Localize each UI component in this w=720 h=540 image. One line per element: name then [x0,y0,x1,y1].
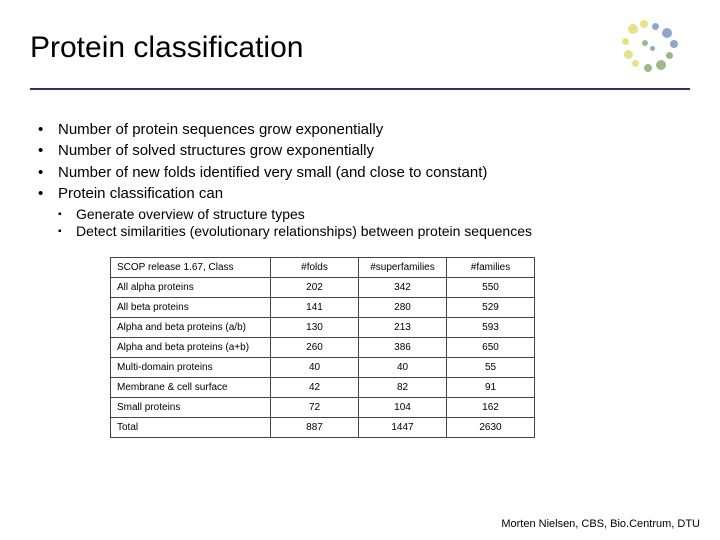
table-header-row: SCOP release 1.67, Class #folds #superfa… [111,258,535,278]
table-cell-label: Membrane & cell surface [111,378,271,398]
logo-icon [620,18,690,78]
table-row: Multi-domain proteins404055 [111,358,535,378]
main-bullets: Number of protein sequences grow exponen… [30,120,690,204]
table-cell-value: 2630 [447,418,535,438]
table-header: SCOP release 1.67, Class [111,258,271,278]
table-cell-value: 342 [359,278,447,298]
table-cell-value: 40 [359,358,447,378]
table-cell-value: 91 [447,378,535,398]
bullet-item: Number of protein sequences grow exponen… [30,120,690,140]
table-cell-value: 72 [271,398,359,418]
table-cell-value: 104 [359,398,447,418]
table-cell-label: All beta proteins [111,298,271,318]
bullet-item: Protein classification can [30,184,690,204]
bullet-item: Number of solved structures grow exponen… [30,141,690,161]
table-row: Alpha and beta proteins (a/b)130213593 [111,318,535,338]
table-cell-value: 202 [271,278,359,298]
table-header: #superfamilies [359,258,447,278]
table-cell-value: 82 [359,378,447,398]
sub-bullet-item: Generate overview of structure types [30,206,690,222]
table-cell-value: 280 [359,298,447,318]
table-row: Small proteins72104162 [111,398,535,418]
table-header: #folds [271,258,359,278]
title-row: Protein classification [0,0,720,88]
table-cell-label: Alpha and beta proteins (a/b) [111,318,271,338]
table-cell-value: 529 [447,298,535,318]
table-cell-value: 40 [271,358,359,378]
table-header: #families [447,258,535,278]
table-cell-value: 213 [359,318,447,338]
table-wrap: SCOP release 1.67, Class #folds #superfa… [110,257,690,438]
content: Number of protein sequences grow exponen… [0,90,720,438]
table-cell-value: 593 [447,318,535,338]
table-cell-value: 887 [271,418,359,438]
table-cell-value: 550 [447,278,535,298]
table-cell-value: 386 [359,338,447,358]
table-cell-value: 42 [271,378,359,398]
scop-table: SCOP release 1.67, Class #folds #superfa… [110,257,535,438]
table-cell-label: All alpha proteins [111,278,271,298]
table-cell-label: Small proteins [111,398,271,418]
table-cell-label: Alpha and beta proteins (a+b) [111,338,271,358]
table-cell-label: Multi-domain proteins [111,358,271,378]
table-cell-value: 55 [447,358,535,378]
table-row: All alpha proteins202342550 [111,278,535,298]
table-cell-value: 162 [447,398,535,418]
table-cell-value: 1447 [359,418,447,438]
table-row: Alpha and beta proteins (a+b)260386650 [111,338,535,358]
table-cell-value: 130 [271,318,359,338]
sub-bullets: Generate overview of structure types Det… [30,206,690,239]
table-row: Membrane & cell surface428291 [111,378,535,398]
table-row: All beta proteins141280529 [111,298,535,318]
table-cell-value: 141 [271,298,359,318]
sub-bullet-item: Detect similarities (evolutionary relati… [30,223,690,239]
table-cell-value: 650 [447,338,535,358]
bullet-item: Number of new folds identified very smal… [30,163,690,183]
page-title: Protein classification [30,31,303,65]
table-cell-value: 260 [271,338,359,358]
footer-attribution: Morten Nielsen, CBS, Bio.Centrum, DTU [501,518,700,530]
table-cell-label: Total [111,418,271,438]
table-row: Total88714472630 [111,418,535,438]
